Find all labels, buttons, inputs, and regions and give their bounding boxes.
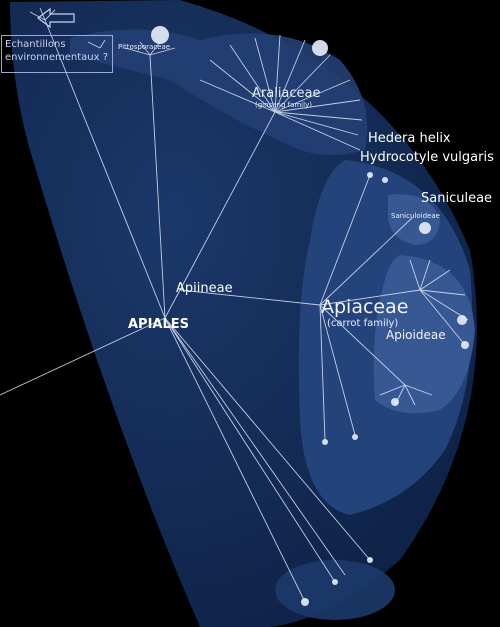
annotation-line1: Echantillons [5,39,66,50]
label-pittosporaceae: Pittosporaceae [118,43,171,51]
annotation-box: Echantillons environnementaux ? [1,35,113,73]
label-hedera-helix: Hedera helix [368,131,451,146]
label-saniculeae: Saniculeae [421,191,493,206]
apioideae-region [373,255,475,414]
label-apiaceae: Apiaceae [321,296,409,318]
label-saniculoideae: Saniculoideae [391,212,440,220]
label-apioideae: Apioideae [386,328,446,342]
label-apiaceae-sub: (carrot family) [327,318,399,329]
label-apiineae: Apiineae [176,281,233,296]
branches [0,7,469,603]
label-apiales: APIALES [128,317,190,332]
label-araliaceae: Araliaceae [252,86,321,101]
label-hydrocotyle-vulgaris: Hydrocotyle vulgaris [360,150,494,165]
label-araliaceae-sub: (ginseng family) [255,101,312,109]
araliaceae-region [70,29,368,155]
bottom-group-region [275,560,395,620]
annotation-line2: environnementaux ? [5,52,109,63]
leaf-clusters [151,26,469,606]
annotation-arrow-icon [37,7,75,29]
